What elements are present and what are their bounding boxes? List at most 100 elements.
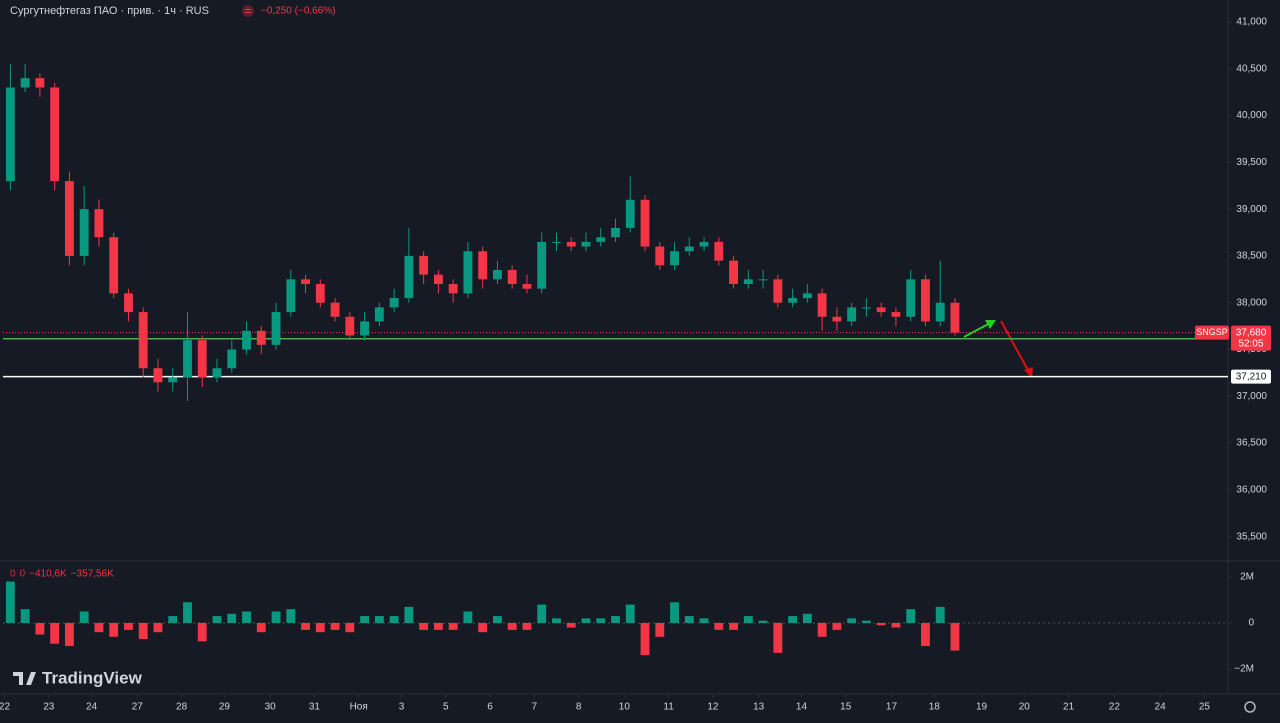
volume-bar [242, 611, 251, 623]
candle-body [301, 279, 310, 285]
candle-body [861, 307, 871, 309]
status-icon [242, 5, 254, 17]
y-tick-label: 38,500 [1236, 251, 1267, 262]
x-tick-label: 10 [619, 702, 631, 713]
volume-bar [906, 609, 916, 623]
candle-body [478, 251, 488, 280]
volume-bar [714, 622, 724, 630]
x-tick-label: Ноя [350, 702, 368, 713]
x-tick-label: 8 [576, 702, 582, 713]
candle-body [109, 237, 119, 294]
y-tick-label: 40,000 [1236, 110, 1267, 121]
x-tick-label: 15 [840, 702, 852, 713]
candle-body [374, 307, 384, 322]
y-tick-label: 36,000 [1236, 485, 1267, 496]
y-tick-label: 41,000 [1236, 17, 1267, 28]
volume-bar [699, 618, 709, 623]
volume-bar [581, 618, 591, 623]
candle-body [315, 284, 325, 303]
candle-body [463, 251, 473, 294]
candle-body [286, 279, 296, 313]
volume-bar [109, 622, 119, 637]
y-tick-label: 38,000 [1236, 297, 1267, 308]
candle-body [50, 87, 60, 182]
candle-body [35, 78, 45, 88]
candle-body [330, 302, 340, 317]
x-tick-label: 25 [1199, 702, 1211, 713]
settings-icon[interactable] [1244, 701, 1256, 713]
y-tick-label: 36,500 [1236, 438, 1267, 449]
volume-bar [389, 616, 399, 623]
volume-bar [729, 622, 738, 630]
candle-body [271, 312, 281, 345]
volume-bar [566, 622, 576, 628]
level-label: 37,210 [1236, 371, 1267, 382]
arrow-up-head [985, 320, 996, 329]
candle-body [906, 279, 916, 317]
volume-bar [5, 581, 15, 623]
x-tick-label: 27 [132, 702, 144, 713]
candle-body [360, 321, 370, 336]
candle-body [5, 87, 15, 182]
candle-body [507, 269, 517, 285]
candle-body [212, 368, 222, 378]
volume-bar [876, 622, 886, 626]
volume-bar [345, 622, 355, 633]
volume-legend: 0 [20, 569, 26, 580]
candle-body [64, 181, 74, 256]
volume-legend: −410,6K [29, 569, 67, 580]
volume-bar [404, 606, 414, 623]
candle-body [566, 241, 576, 247]
candle-body [537, 241, 547, 289]
candle-body [124, 293, 133, 313]
volume-bar [832, 622, 842, 630]
volume-bar [625, 604, 635, 623]
x-tick-label: 6 [487, 702, 493, 713]
x-tick-label: 24 [1155, 702, 1167, 713]
x-tick-label: 30 [265, 702, 277, 713]
volume-bar [684, 616, 694, 623]
candle-body [832, 316, 842, 322]
volume-bar [315, 622, 325, 633]
candle-body [699, 241, 709, 247]
x-tick-label: 14 [796, 702, 808, 713]
candle-body [921, 279, 930, 322]
candle-body [242, 330, 251, 350]
brand-logo: TradingView [13, 668, 143, 687]
candle-body [20, 78, 30, 88]
volume-tick-label: 2M [1240, 572, 1254, 583]
x-tick-label: 13 [753, 702, 765, 713]
volume-bar [537, 604, 547, 623]
candle-body [168, 377, 178, 383]
volume-bar [256, 622, 266, 633]
candle-body [94, 209, 104, 238]
last-price-box [1231, 325, 1271, 351]
candle-body [448, 284, 458, 294]
candle-body [891, 312, 901, 317]
volume-bar [463, 611, 473, 623]
volume-bar [124, 622, 133, 630]
candle-body [183, 340, 192, 378]
change-label: −0,250 (−0,66%) [261, 6, 336, 17]
candle-body [714, 241, 724, 261]
volume-bar [861, 620, 871, 623]
candle-body [788, 298, 798, 303]
volume-bar [891, 622, 901, 628]
volume-bar [20, 609, 30, 623]
volume-bar [138, 622, 148, 640]
volume-bar [197, 622, 207, 642]
candle-body [522, 284, 532, 289]
candle-body [197, 340, 207, 378]
candle-body [389, 298, 399, 308]
logo-mark [13, 672, 36, 685]
volume-legend: 0 [10, 569, 16, 580]
volume-bar [640, 622, 650, 656]
candle-body [625, 199, 635, 228]
chart-title: Сургутнефтегаз ПАО · прив. · 1ч · RUS [10, 5, 209, 17]
volume-bar [94, 622, 104, 633]
x-tick-label: 5 [443, 702, 449, 713]
candle-body [227, 349, 237, 369]
arrow-down [1000, 320, 1030, 373]
